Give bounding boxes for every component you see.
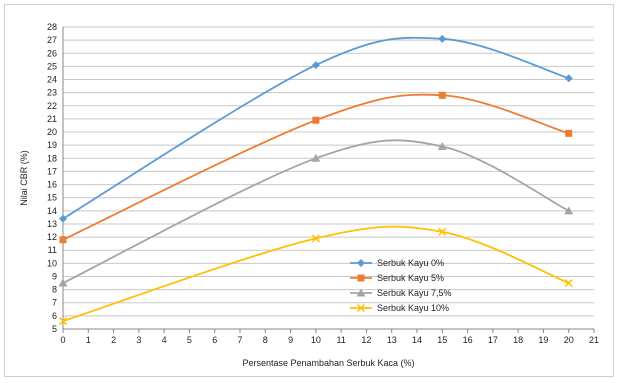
- y-tick-label: 6: [52, 311, 57, 321]
- legend: Serbuk Kayu 0% Serbuk Kayu 5% Serbuk Kayu …: [350, 258, 452, 313]
- data-point: [437, 141, 447, 150]
- y-tick-label: 22: [47, 101, 57, 111]
- x-tick-label: 15: [437, 335, 447, 345]
- x-tick-label: 4: [162, 335, 167, 345]
- y-tick-label: 18: [47, 153, 57, 163]
- y-axis-title: Nilai CBR (%): [19, 150, 29, 206]
- x-tick-label: 2: [111, 335, 116, 345]
- x-tick-label: 6: [212, 335, 217, 345]
- data-point: [311, 61, 320, 70]
- marker-stroke: [58, 317, 68, 326]
- x-tick-label: 3: [136, 335, 141, 345]
- legend-marker: [356, 303, 366, 313]
- series-1: [59, 34, 573, 223]
- x-tick-label: 10: [311, 335, 321, 345]
- series-line: [62, 93, 569, 241]
- y-tick-label: 24: [47, 75, 57, 85]
- line-chart: 5678910111213141516171819202122232425262…: [19, 22, 599, 368]
- series-line: [62, 36, 569, 220]
- x-tick-label: 18: [513, 335, 523, 345]
- legend-item: Serbuk Kayu 0%: [350, 258, 444, 268]
- y-tick-label: 12: [47, 232, 57, 242]
- marker-stroke: [311, 234, 320, 243]
- data-point: [564, 206, 574, 215]
- data-point: [438, 34, 447, 43]
- x-tick-label: 1: [86, 335, 91, 345]
- data-point: [311, 234, 320, 243]
- chart-frame: 5 6 7 8 9 10 11 12 13 14 15 16 17 18 19 20 21 22 23 24 25 26 2…: [4, 4, 614, 377]
- data-point: [59, 214, 67, 223]
- data-point: [311, 153, 321, 162]
- x-tick-label: 12: [361, 335, 371, 345]
- data-point: [438, 227, 447, 236]
- x-tick-label: 20: [564, 335, 574, 345]
- y-tick-label: 8: [52, 285, 57, 295]
- data-point: [564, 279, 573, 288]
- y-tick-label: 27: [47, 35, 57, 45]
- x-tick-label: 17: [488, 335, 498, 345]
- legend-label: Serbuk Kayu 10%: [377, 303, 449, 313]
- x-tick-label: 11: [336, 335, 345, 345]
- data-point: [564, 74, 573, 83]
- legend-marker: [357, 274, 365, 282]
- y-tick-label: 14: [47, 206, 57, 216]
- legend-marker: [357, 259, 365, 267]
- data-point: [58, 317, 68, 326]
- y-tick-label: 15: [47, 193, 57, 203]
- y-tick-label: 10: [47, 258, 57, 268]
- x-tick-label: 13: [387, 335, 397, 345]
- data-point: [565, 129, 573, 137]
- y-tick-label: 9: [52, 271, 57, 281]
- series-3: [58, 139, 574, 287]
- legend-label: Serbuk Kayu 5%: [377, 273, 444, 283]
- data-point: [312, 116, 320, 124]
- y-tick-label: 16: [47, 180, 57, 190]
- y-tick-label: 17: [47, 166, 57, 176]
- marker-stroke: [356, 303, 366, 313]
- y-tick-label: 26: [47, 48, 57, 58]
- series-2: [59, 91, 573, 244]
- x-tick-label: 0: [60, 335, 65, 345]
- y-tick-label: 19: [47, 140, 57, 150]
- axis-layer: 5678910111213141516171819202122232425262…: [47, 22, 599, 345]
- y-tick-label: 21: [47, 114, 57, 124]
- data-point: [58, 278, 68, 287]
- x-tick-label: 14: [412, 335, 422, 345]
- series-line: [62, 139, 570, 284]
- y-tick-label: 11: [48, 245, 57, 255]
- data-point: [59, 236, 67, 244]
- legend-item: Serbuk Kayu 5%: [350, 273, 444, 283]
- y-tick-label: 5: [52, 324, 57, 334]
- series-layer: [58, 34, 574, 326]
- y-tick-label: 23: [47, 88, 57, 98]
- legend-item: Serbuk Kayu 7,5%: [350, 288, 452, 298]
- legend-item: Serbuk Kayu 10%: [350, 303, 449, 313]
- marker-stroke: [564, 279, 573, 288]
- y-tick-label: 28: [47, 22, 57, 32]
- x-axis-title: Persentase Penambahan Serbuk Kaca (%): [242, 358, 414, 368]
- legend-label: Serbuk Kayu 7,5%: [377, 288, 452, 298]
- y-tick-label: 7: [52, 298, 57, 308]
- x-tick-label: 9: [288, 335, 293, 345]
- legend-label: Serbuk Kayu 0%: [377, 258, 444, 268]
- x-tick-label: 21: [589, 335, 599, 345]
- data-point: [438, 91, 446, 99]
- legend-marker: [356, 288, 366, 297]
- x-tick-label: 7: [237, 335, 242, 345]
- y-tick-label: 25: [47, 61, 57, 71]
- series-line: [62, 225, 570, 322]
- series-4: [58, 225, 573, 326]
- x-tick-label: 19: [538, 335, 548, 345]
- x-tick-label: 8: [263, 335, 268, 345]
- x-tick-label: 16: [463, 335, 473, 345]
- y-tick-label: 13: [47, 219, 57, 229]
- x-tick-label: 5: [187, 335, 192, 345]
- y-tick-label: 20: [47, 127, 57, 137]
- marker-stroke: [438, 227, 447, 236]
